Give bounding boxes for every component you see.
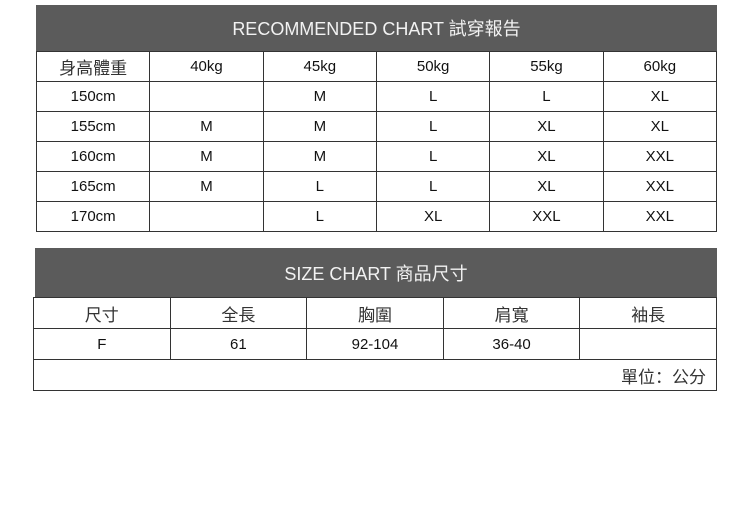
table-cell: 92-104 [306, 328, 444, 360]
column-header: 50kg [375, 51, 491, 82]
column-header: 55kg [489, 51, 604, 82]
table-cell: XL [602, 81, 718, 112]
table-cell: L [375, 171, 491, 202]
column-header: 胸圍 [306, 297, 444, 329]
table-cell: XL [489, 111, 604, 142]
table-cell: L [375, 111, 491, 142]
table-cell: 150cm [35, 81, 151, 112]
table-cell: XL [375, 201, 491, 232]
table-cell: 36-40 [442, 328, 581, 360]
table-row: 170cm L XL XXL XXL [35, 201, 718, 232]
table-cell: F [33, 328, 171, 360]
unit-row: 單位：公分 [33, 359, 717, 391]
table-cell [579, 328, 717, 360]
table-cell: L [375, 141, 491, 172]
column-header: 全長 [169, 297, 308, 329]
table-cell: 61 [169, 328, 308, 360]
unit-note: 單位：公分 [33, 359, 717, 391]
table-cell: XXL [602, 141, 718, 172]
table-cell: M [149, 171, 264, 202]
table-row: 160cm M M L XL XXL [35, 141, 718, 172]
size-chart-title: SIZE CHART 商品尺寸 [35, 248, 717, 297]
header-row: 身高體重 40kg 45kg 50kg 55kg 60kg [35, 51, 718, 82]
table-cell [149, 81, 264, 112]
recommended-chart-table: 身高體重 40kg 45kg 50kg 55kg 60kg 150cm M L L XL 155cm M… [35, 51, 718, 232]
table-row: F 61 92-104 36-40 [33, 328, 717, 360]
recommended-chart-title: RECOMMENDED CHART 試穿報告 [36, 5, 717, 51]
table-row: 165cm M L L XL XXL [35, 171, 718, 202]
table-cell: M [262, 141, 377, 172]
table-cell: 160cm [35, 141, 151, 172]
table-cell: M [262, 81, 377, 112]
column-header: 身高體重 [35, 51, 151, 82]
header-row: 尺寸 全長 胸圍 肩寬 袖長 [33, 297, 717, 329]
table-cell: 170cm [35, 201, 151, 232]
table-cell: XL [489, 171, 604, 202]
table-cell: L [489, 81, 604, 112]
table-cell: XL [602, 111, 718, 142]
table-cell: L [262, 201, 377, 232]
column-header: 40kg [149, 51, 264, 82]
column-header: 尺寸 [33, 297, 171, 329]
table-cell: XXL [489, 201, 604, 232]
column-header: 肩寬 [442, 297, 581, 329]
table-cell: M [149, 141, 264, 172]
column-header: 60kg [602, 51, 718, 82]
table-cell: XL [489, 141, 604, 172]
table-row: 150cm M L L XL [35, 81, 718, 112]
size-chart-table: 尺寸 全長 胸圍 肩寬 袖長 F 61 92-104 36-40 單位：公分 [33, 297, 717, 391]
table-row: 155cm M M L XL XL [35, 111, 718, 142]
table-cell: M [262, 111, 377, 142]
table-cell: XXL [602, 171, 718, 202]
table-cell: 155cm [35, 111, 151, 142]
table-cell: XXL [602, 201, 718, 232]
table-cell: 165cm [35, 171, 151, 202]
table-cell: M [149, 111, 264, 142]
column-header: 袖長 [579, 297, 717, 329]
table-cell: L [375, 81, 491, 112]
table-cell: L [262, 171, 377, 202]
table-cell [149, 201, 264, 232]
column-header: 45kg [262, 51, 377, 82]
